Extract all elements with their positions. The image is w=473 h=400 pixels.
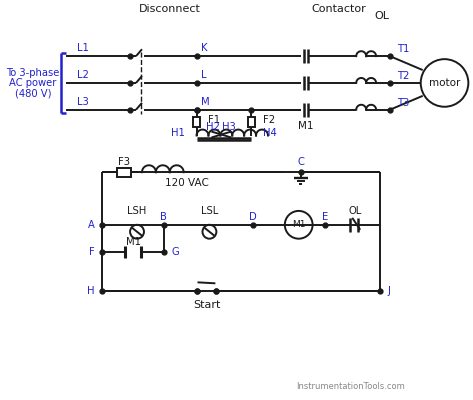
Text: F: F bbox=[88, 246, 94, 256]
Text: F3: F3 bbox=[118, 157, 130, 167]
Text: OL: OL bbox=[349, 206, 362, 216]
Text: M1: M1 bbox=[292, 220, 306, 229]
Text: T1: T1 bbox=[397, 44, 409, 54]
Text: OL: OL bbox=[375, 12, 390, 22]
FancyBboxPatch shape bbox=[117, 168, 131, 177]
Text: D: D bbox=[249, 212, 257, 222]
Text: M: M bbox=[201, 97, 210, 107]
Text: H: H bbox=[87, 286, 94, 296]
Text: T2: T2 bbox=[397, 71, 409, 81]
Text: LSL: LSL bbox=[201, 206, 218, 216]
Text: To 3-phase: To 3-phase bbox=[6, 68, 60, 78]
Text: motor: motor bbox=[429, 78, 460, 88]
Text: C: C bbox=[297, 157, 304, 167]
Text: (480 V): (480 V) bbox=[15, 89, 51, 99]
Text: 120 VAC: 120 VAC bbox=[165, 178, 209, 188]
Text: L2: L2 bbox=[78, 70, 89, 80]
Text: T3: T3 bbox=[397, 98, 409, 108]
Text: E: E bbox=[323, 212, 329, 222]
FancyBboxPatch shape bbox=[193, 117, 200, 126]
Text: LSH: LSH bbox=[127, 206, 147, 216]
Text: H4: H4 bbox=[263, 128, 277, 138]
Text: H3: H3 bbox=[222, 122, 236, 132]
Text: F2: F2 bbox=[263, 115, 275, 125]
Text: AC power: AC power bbox=[9, 78, 57, 88]
Text: A: A bbox=[88, 220, 94, 230]
Text: M1: M1 bbox=[125, 237, 140, 247]
Text: M1: M1 bbox=[298, 121, 314, 131]
Text: L: L bbox=[201, 70, 207, 80]
Text: Contactor: Contactor bbox=[311, 4, 366, 14]
Text: K: K bbox=[201, 43, 208, 53]
Text: F1: F1 bbox=[209, 115, 220, 125]
Text: Disconnect: Disconnect bbox=[139, 4, 201, 14]
Text: L3: L3 bbox=[78, 97, 89, 107]
Text: H2: H2 bbox=[206, 122, 220, 132]
Text: Start: Start bbox=[193, 300, 220, 310]
Text: H1: H1 bbox=[171, 128, 184, 138]
Text: G: G bbox=[172, 246, 179, 256]
Text: B: B bbox=[160, 212, 167, 222]
Text: InstrumentationTools.com: InstrumentationTools.com bbox=[296, 382, 405, 391]
Text: L1: L1 bbox=[78, 43, 89, 53]
FancyBboxPatch shape bbox=[248, 117, 254, 126]
Text: J: J bbox=[388, 286, 391, 296]
